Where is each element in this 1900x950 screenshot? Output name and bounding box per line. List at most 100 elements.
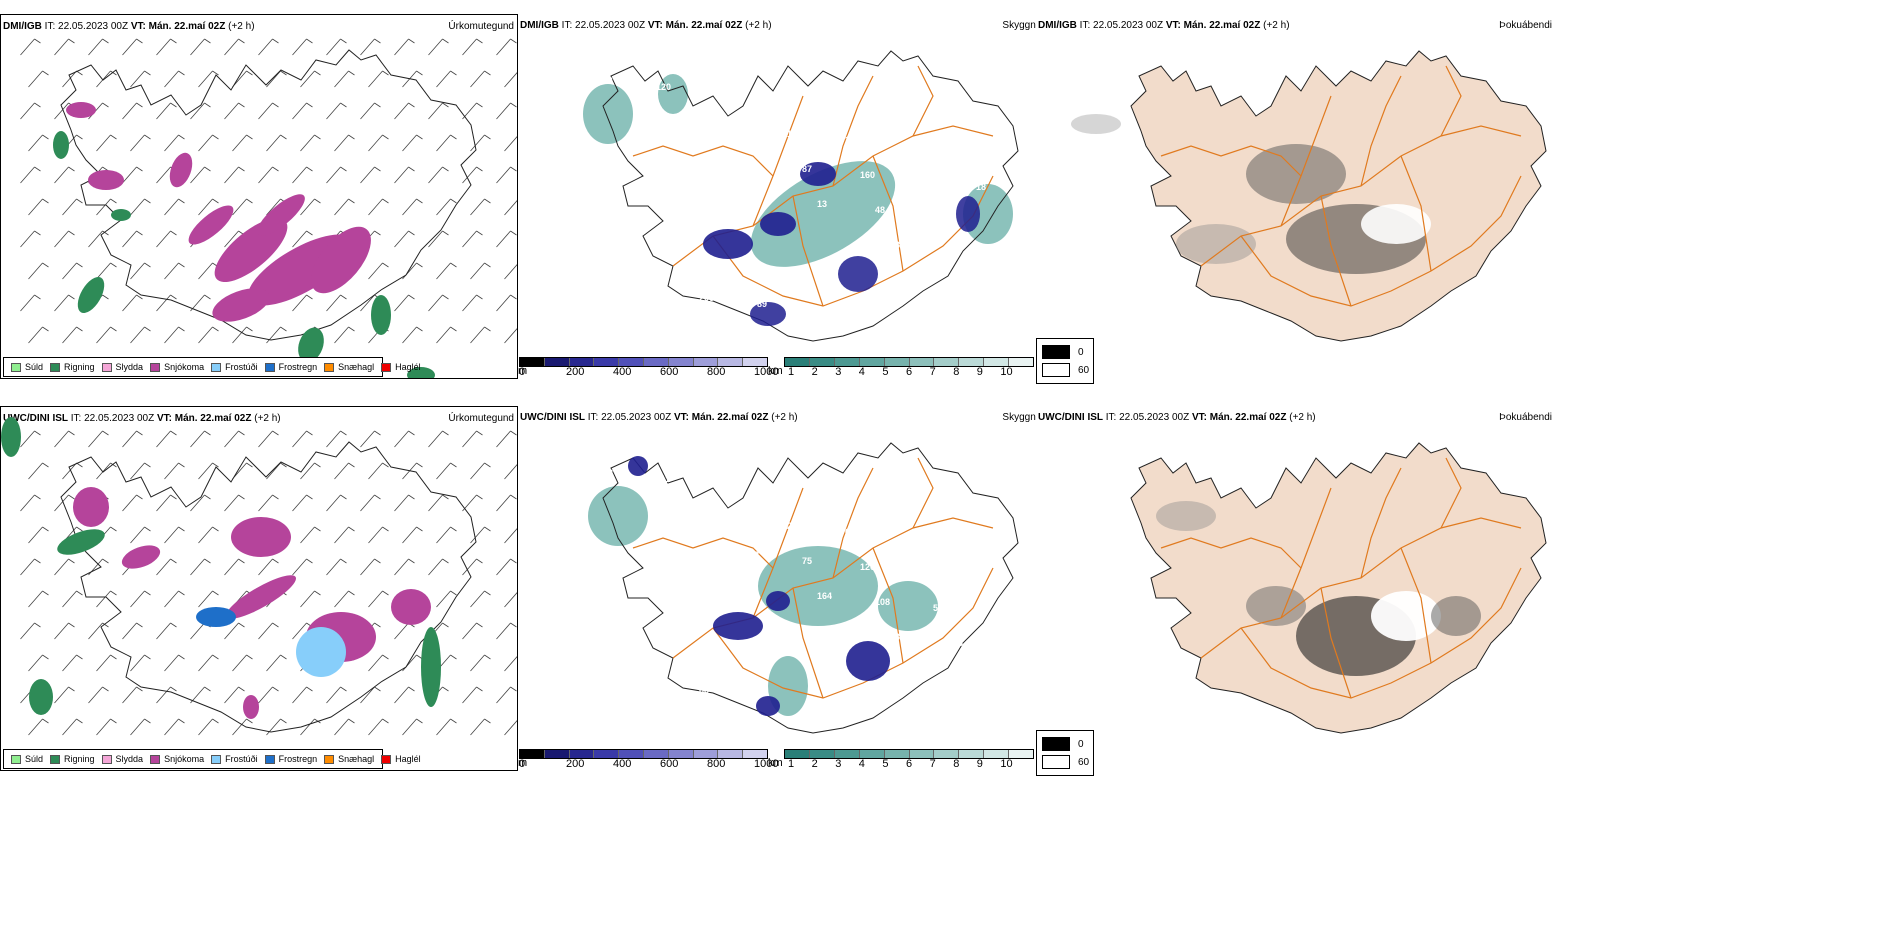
- vis-dark-areas: [703, 162, 980, 326]
- wind-barb: [54, 622, 75, 640]
- wind-barb: [96, 262, 117, 280]
- road: [1240, 567, 1522, 699]
- legend-label: Snæhagl: [338, 754, 375, 764]
- wind-barb: [428, 102, 449, 120]
- iceland-outline: [602, 442, 1019, 734]
- wind-barb: [20, 494, 41, 512]
- colorbar-step: [984, 358, 1010, 366]
- rain-area: [77, 276, 105, 314]
- visibility-value: 122: [845, 135, 860, 145]
- fog-area: [846, 641, 890, 681]
- wind-barb: [334, 526, 355, 544]
- road: [1440, 457, 1462, 529]
- wind-barb: [326, 102, 347, 120]
- wind-barb: [300, 70, 321, 88]
- legend-swatch: [381, 362, 392, 372]
- colorbar-tick: 3: [835, 366, 842, 378]
- wind-barb: [164, 462, 185, 480]
- wind-barb: [292, 294, 313, 312]
- snowfall-area: [169, 152, 193, 188]
- colorbar-tick: 7: [929, 366, 936, 378]
- wind-barb: [496, 622, 517, 640]
- colorbar-step: [934, 358, 960, 366]
- visibility-colorbar-m: [519, 749, 768, 759]
- panel-label: Þokuábendi: [1499, 20, 1552, 31]
- wind-barb: [20, 38, 41, 56]
- colorbar-tick: 7: [929, 758, 936, 770]
- wind-barb: [96, 326, 117, 344]
- road: [632, 537, 774, 569]
- colorbar-step: [909, 358, 935, 366]
- wind-barb: [96, 70, 117, 88]
- visibility-value: 95: [903, 141, 913, 151]
- road: [792, 195, 824, 307]
- wind-barb: [96, 654, 117, 672]
- wind-barb: [224, 494, 245, 512]
- wind-barb: [368, 654, 389, 672]
- wind-barb: [198, 134, 219, 152]
- legend-swatch: [50, 362, 61, 372]
- colorbar-step: [520, 358, 545, 366]
- visibility-value: 104: [598, 76, 613, 86]
- wind-barb: [368, 590, 389, 608]
- legend-item: Frostúði: [211, 362, 258, 372]
- wind-barb: [88, 622, 109, 640]
- wind-barb: [462, 294, 483, 312]
- wind-barb: [258, 430, 279, 448]
- wind-barb: [130, 526, 151, 544]
- wind-barb: [436, 718, 457, 736]
- colorbar-tick: 3: [835, 758, 842, 770]
- wind-barb: [300, 590, 321, 608]
- road: [1160, 145, 1302, 177]
- wind-barb: [62, 654, 83, 672]
- precip-blobs: [53, 102, 435, 378]
- wind-barb: [436, 526, 457, 544]
- wind-barb: [28, 326, 49, 344]
- visibility-ticks-m: 0 200 400 600 800 1000: [519, 758, 778, 772]
- visibility-value: 18: [976, 182, 986, 192]
- wind-barb: [292, 686, 313, 704]
- road: [752, 487, 804, 619]
- wind-barb: [164, 262, 185, 280]
- wind-barb: [54, 494, 75, 512]
- panel-title: DMI/IGB IT: 22.05.2023 00Z VT: Mán. 22.m…: [520, 20, 772, 31]
- wind-barb: [266, 134, 287, 152]
- colorbar-tick: 600: [660, 758, 679, 770]
- colorbar-step: [859, 750, 885, 758]
- fog-area: [838, 256, 878, 292]
- visibility-value: 52: [772, 94, 782, 104]
- wind-barb: [496, 102, 517, 120]
- visibility-value: 118: [714, 480, 729, 490]
- colorbar-step: [743, 750, 767, 758]
- road: [1400, 155, 1432, 272]
- freezing-drizzle-area: [296, 627, 346, 677]
- wind-barb: [122, 294, 143, 312]
- fog-shading: [1071, 114, 1431, 274]
- colorbar-step: [785, 750, 810, 758]
- wind-barb: [334, 590, 355, 608]
- wind-barb: [402, 262, 423, 280]
- wind-barb: [88, 230, 109, 248]
- wind-barb: [232, 718, 253, 736]
- precip-type-panel-top: DMI/IGB IT: 22.05.2023 00Z VT: Mán. 22.m…: [0, 14, 518, 379]
- wind-barb: [198, 326, 219, 344]
- visibility-value: 108: [875, 597, 890, 607]
- legend-swatch: [150, 754, 161, 764]
- fog-shade: [1071, 114, 1121, 134]
- fog-area: [760, 212, 796, 236]
- wind-barb: [436, 590, 457, 608]
- visibility-ticks-km: 1 2 3 4 5 6 7 8 9 10: [784, 366, 1034, 380]
- wind-barb: [122, 102, 143, 120]
- road: [1320, 195, 1352, 307]
- road: [832, 75, 874, 187]
- fog-shade: [1431, 596, 1481, 636]
- wind-barb: [96, 134, 117, 152]
- wind-barb: [20, 166, 41, 184]
- wind-barb: [20, 558, 41, 576]
- legend-swatch: [264, 362, 275, 372]
- rain-area: [371, 295, 391, 335]
- wind-barb: [334, 326, 355, 344]
- wind-barb: [496, 294, 517, 312]
- wind-barb: [326, 38, 347, 56]
- wind-barb: [122, 230, 143, 248]
